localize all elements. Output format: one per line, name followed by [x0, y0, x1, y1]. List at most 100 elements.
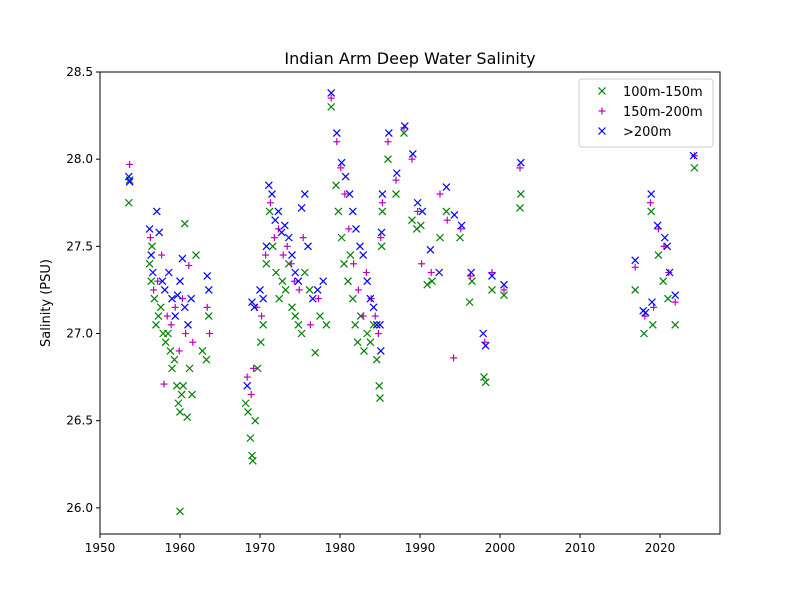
- y-tick-label: 28.5: [66, 65, 93, 79]
- data-point: [248, 456, 257, 465]
- data-point: [152, 320, 160, 329]
- series-2: [124, 88, 698, 390]
- data-point: [333, 138, 341, 146]
- x-tick-label: 2010: [565, 541, 596, 555]
- data-point: [327, 102, 336, 111]
- data-point: [647, 207, 656, 216]
- data-point: [332, 181, 340, 190]
- data-point: [400, 122, 409, 130]
- data-point: [374, 330, 382, 338]
- data-point: [332, 129, 341, 137]
- data-point: [481, 341, 490, 350]
- data-point: [176, 277, 184, 286]
- data-point: [366, 338, 375, 347]
- data-point: [299, 234, 307, 242]
- x-tick-label: 2020: [645, 541, 676, 555]
- data-point: [160, 286, 169, 294]
- data-point: [322, 320, 331, 329]
- data-point: [653, 221, 662, 230]
- y-tick-label: 28.0: [66, 152, 93, 166]
- data-point: [163, 312, 171, 320]
- data-point: [256, 338, 265, 347]
- data-point: [436, 190, 444, 198]
- data-point: [516, 204, 524, 212]
- data-point: [256, 286, 264, 294]
- data-point: [158, 277, 167, 286]
- data-point: [202, 355, 211, 364]
- data-point: [279, 251, 287, 259]
- axes-layer: 1950 1960 1970 1980 1990 2000 2010 2020 26.0 26.5…: [66, 65, 721, 555]
- data-point: [313, 286, 322, 294]
- data-point: [418, 207, 427, 216]
- data-point: [372, 320, 381, 329]
- data-point: [173, 291, 182, 300]
- data-point: [187, 294, 196, 303]
- data-point: [377, 228, 386, 237]
- data-point: [158, 251, 166, 259]
- data-point: [362, 268, 370, 276]
- data-point: [457, 221, 466, 230]
- legend-box: [578, 78, 714, 148]
- data-point: [488, 268, 496, 276]
- data-point: [176, 408, 184, 416]
- data-point: [426, 245, 435, 254]
- data-point: [352, 224, 360, 233]
- data-point: [392, 176, 400, 184]
- data-point: [665, 268, 674, 277]
- data-point: [180, 219, 189, 228]
- data-point: [319, 277, 328, 286]
- data-point: [147, 277, 156, 286]
- data-point: [372, 355, 381, 364]
- data-point: [465, 298, 474, 307]
- data-point: [206, 330, 214, 338]
- data-point: [164, 329, 172, 338]
- data-point: [413, 198, 422, 207]
- legend-label: 100m-150m: [623, 85, 703, 100]
- data-point: [654, 251, 663, 259]
- data-point: [154, 277, 162, 285]
- data-point: [168, 364, 176, 373]
- data-point: [167, 321, 175, 329]
- x-tick-label: 2000: [485, 541, 516, 555]
- data-point: [243, 373, 251, 381]
- data-point: [300, 268, 309, 277]
- data-point: [348, 294, 357, 303]
- data-point: [664, 294, 672, 303]
- data-point: [647, 190, 656, 198]
- data-point: [660, 233, 669, 242]
- data-point: [408, 150, 417, 158]
- data-point: [164, 268, 173, 277]
- data-point: [297, 204, 306, 212]
- data-point: [287, 260, 295, 268]
- data-point: [146, 234, 154, 242]
- data-point: [270, 234, 278, 242]
- data-point: [340, 259, 348, 268]
- data-point: [297, 329, 306, 338]
- data-point: [246, 434, 255, 443]
- data-point: [288, 251, 296, 259]
- data-point: [500, 286, 508, 294]
- data-point: [182, 330, 190, 338]
- data-point: [378, 190, 387, 198]
- data-point: [660, 242, 668, 250]
- data-point: [290, 277, 298, 285]
- data-point: [262, 242, 271, 251]
- data-point: [384, 155, 392, 164]
- data-point: [262, 251, 270, 259]
- x-tick-label: 1970: [245, 541, 276, 555]
- data-point: [356, 242, 364, 251]
- x-tick-label: 1950: [85, 541, 116, 555]
- data-point: [442, 183, 451, 191]
- data-point: [488, 286, 496, 294]
- data-point: [268, 242, 277, 251]
- data-point: [377, 242, 386, 251]
- data-point: [345, 225, 353, 233]
- data-point: [345, 190, 354, 198]
- legend-marker: [598, 107, 606, 115]
- data-point: [264, 181, 273, 190]
- data-point: [371, 312, 379, 320]
- data-point: [376, 347, 385, 355]
- data-point: [148, 268, 157, 277]
- data-point: [291, 312, 300, 320]
- data-point: [408, 155, 416, 163]
